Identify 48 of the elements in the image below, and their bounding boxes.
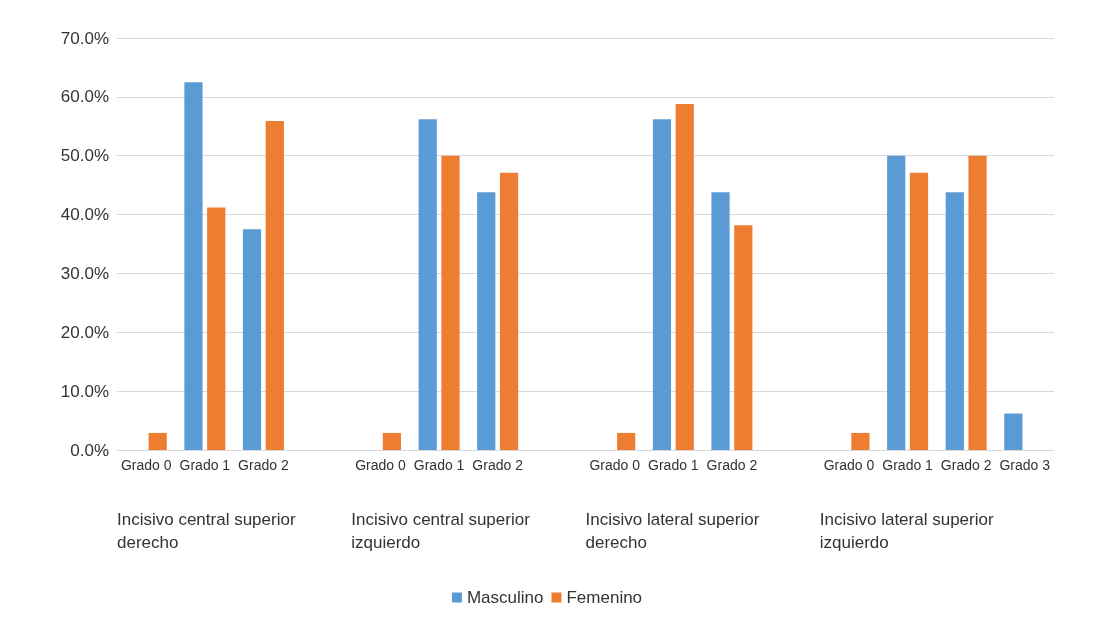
text: Incisivo central superior izquierdo [351, 510, 535, 552]
bar [242, 229, 262, 450]
x-tick-label: Grado 2 [706, 457, 758, 473]
y-tick-label: 50.0% [60, 146, 109, 166]
x-tick-label: Grado 0 [823, 457, 875, 473]
y-tick-label: 20.0% [60, 322, 109, 342]
bar [499, 172, 519, 450]
x-tick-label: Grado 0 [589, 457, 641, 473]
bar [477, 192, 496, 450]
y-tick-label: 40.0% [60, 205, 109, 225]
bar [675, 103, 694, 450]
bar [909, 172, 929, 450]
bar [652, 119, 672, 450]
text: Incisivo lateral superior derecho [585, 510, 765, 552]
text: Incisivo central superior derecho [117, 510, 301, 552]
y-tick-label: 10.0% [60, 381, 109, 401]
x-tick-label: Grado 2 [472, 457, 524, 473]
bar [887, 155, 906, 450]
x-tick-label: Grado 0 [120, 457, 172, 473]
bar [382, 432, 402, 450]
x-tick-label: Grado 1 [413, 457, 465, 473]
x-tick-label: Grado 2 [238, 457, 289, 473]
x-tick-label: Grado 2 [940, 457, 992, 473]
x-tick-label: Grado 3 [999, 457, 1051, 473]
bar [1004, 413, 1023, 450]
bar [851, 432, 870, 450]
bar [711, 192, 730, 450]
bar [148, 432, 167, 450]
bar [968, 155, 987, 450]
bar [945, 192, 964, 450]
bar [418, 119, 437, 450]
bar [207, 207, 226, 450]
bar [617, 432, 636, 450]
bar [441, 155, 460, 450]
x-tick-label: Grado 1 [179, 457, 231, 473]
legend-label: Femenino [566, 588, 643, 607]
legend-label: Masculino [466, 588, 544, 607]
bar [734, 225, 753, 450]
x-tick-label: Grado 1 [648, 457, 699, 473]
bar [265, 120, 284, 450]
text: Incisivo lateral superior izquierdo [819, 510, 999, 552]
y-tick-label: 30.0% [60, 263, 109, 283]
y-tick-label: 70.0% [60, 28, 109, 48]
y-tick-label: 0.0% [70, 440, 109, 460]
x-tick-label: Grado 0 [355, 457, 407, 473]
x-tick-label: Grado 1 [882, 457, 934, 473]
y-tick-label: 60.0% [60, 87, 109, 107]
bar [184, 82, 203, 450]
